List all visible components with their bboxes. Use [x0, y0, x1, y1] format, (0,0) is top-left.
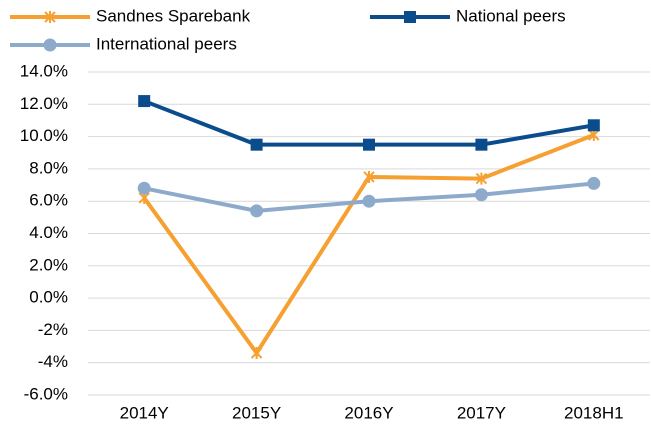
- marker: [475, 172, 488, 185]
- y-tick-label: 8.0%: [29, 158, 68, 177]
- y-tick-label: 4.0%: [29, 223, 68, 242]
- x-tick-label: 2018H1: [564, 403, 624, 422]
- series-line: [143, 99, 595, 147]
- marker: [474, 188, 488, 202]
- legend-marker: [404, 11, 416, 23]
- y-tick-label: -2%: [38, 320, 68, 339]
- y-tick-label: 0.0%: [29, 288, 68, 307]
- legend-label: International peers: [96, 34, 237, 53]
- y-tick-label: 14.0%: [20, 61, 68, 80]
- marker: [362, 194, 376, 208]
- marker: [587, 119, 600, 132]
- series-line: [142, 133, 595, 356]
- marker: [363, 170, 375, 183]
- marker: [250, 204, 264, 218]
- x-tick-label: 2016Y: [344, 403, 393, 422]
- legend-label: National peers: [456, 6, 566, 25]
- y-tick-label: 12.0%: [20, 94, 68, 113]
- y-tick-label: -6.0%: [24, 384, 68, 403]
- legend-marker: [43, 38, 57, 52]
- marker: [363, 138, 375, 151]
- marker: [138, 95, 151, 108]
- y-tick-label: 10.0%: [20, 126, 68, 145]
- y-tick-label: 2.0%: [29, 255, 68, 274]
- marker: [250, 138, 263, 151]
- marker: [587, 176, 601, 190]
- marker: [250, 347, 263, 360]
- x-tick-label: 2014Y: [120, 403, 169, 422]
- y-tick-label: -4%: [38, 352, 68, 371]
- x-tick-label: 2015Y: [232, 403, 281, 422]
- marker: [475, 138, 488, 151]
- legend-marker: [44, 11, 56, 23]
- marker: [137, 181, 151, 195]
- x-tick-label: 2017Y: [457, 403, 506, 422]
- y-tick-label: 6.0%: [29, 191, 68, 210]
- legend-label: Sandnes Sparebank: [96, 6, 251, 25]
